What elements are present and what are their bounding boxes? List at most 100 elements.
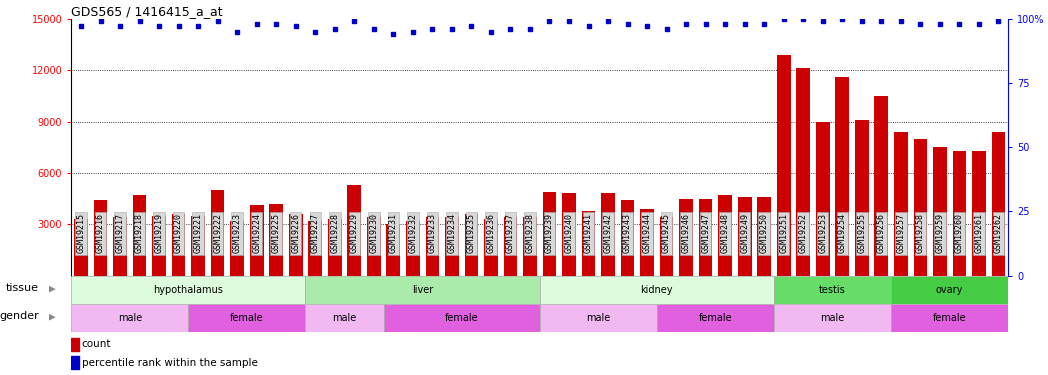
Text: GSM19258: GSM19258: [916, 213, 924, 253]
Text: GSM19224: GSM19224: [253, 213, 261, 253]
Bar: [305, 276, 540, 304]
Text: GSM19238: GSM19238: [525, 213, 534, 253]
Bar: [660, 217, 674, 276]
Bar: [973, 151, 986, 276]
Bar: [305, 304, 384, 332]
Text: GSM19234: GSM19234: [447, 213, 456, 253]
Text: GSM19229: GSM19229: [350, 213, 358, 253]
Text: testis: testis: [820, 285, 846, 295]
Bar: [192, 216, 205, 276]
Text: GSM19260: GSM19260: [955, 213, 964, 253]
Text: GSM19218: GSM19218: [135, 213, 144, 253]
Bar: [425, 217, 439, 276]
Text: GSM19254: GSM19254: [837, 213, 847, 253]
Bar: [384, 304, 540, 332]
Bar: [773, 276, 891, 304]
Text: ovary: ovary: [936, 285, 963, 295]
Bar: [211, 190, 224, 276]
Bar: [679, 199, 693, 276]
Text: GDS565 / 1416415_a_at: GDS565 / 1416415_a_at: [71, 4, 223, 18]
Bar: [367, 217, 380, 276]
Bar: [464, 214, 478, 276]
Text: GSM19219: GSM19219: [155, 213, 163, 253]
Bar: [874, 96, 888, 276]
Bar: [718, 195, 732, 276]
Bar: [738, 197, 751, 276]
Text: GSM19237: GSM19237: [506, 213, 515, 253]
Bar: [758, 197, 771, 276]
Bar: [933, 147, 946, 276]
Bar: [602, 194, 615, 276]
Bar: [835, 77, 849, 276]
Bar: [699, 199, 713, 276]
Bar: [914, 139, 927, 276]
Bar: [562, 194, 575, 276]
Text: GSM19262: GSM19262: [994, 213, 1003, 253]
Bar: [71, 338, 79, 351]
Bar: [953, 151, 966, 276]
Text: GSM19221: GSM19221: [194, 213, 202, 253]
Bar: [152, 216, 166, 276]
Text: male: male: [117, 313, 141, 323]
Text: GSM19220: GSM19220: [174, 213, 183, 253]
Bar: [540, 276, 773, 304]
Text: GSM19246: GSM19246: [681, 213, 691, 253]
Bar: [113, 217, 127, 276]
Text: GSM19231: GSM19231: [389, 213, 398, 253]
Bar: [777, 55, 790, 276]
Bar: [773, 304, 891, 332]
Bar: [504, 217, 518, 276]
Bar: [231, 221, 244, 276]
Bar: [93, 200, 107, 276]
Text: male: male: [586, 313, 610, 323]
Bar: [172, 214, 185, 276]
Text: GSM19255: GSM19255: [857, 213, 867, 253]
Bar: [540, 304, 657, 332]
Bar: [657, 304, 773, 332]
Text: GSM19251: GSM19251: [780, 213, 788, 253]
Bar: [523, 217, 537, 276]
Bar: [74, 219, 88, 276]
Text: GSM19217: GSM19217: [115, 213, 125, 253]
Text: GSM19252: GSM19252: [799, 213, 808, 253]
Bar: [855, 120, 869, 276]
Text: GSM19230: GSM19230: [369, 213, 378, 253]
Bar: [189, 304, 305, 332]
Text: percentile rank within the sample: percentile rank within the sample: [82, 358, 258, 368]
Bar: [640, 209, 654, 276]
Text: GSM19261: GSM19261: [975, 213, 983, 253]
Bar: [445, 217, 459, 276]
Text: female: female: [933, 313, 966, 323]
Text: GSM19253: GSM19253: [818, 213, 827, 253]
Bar: [796, 68, 810, 276]
Text: GSM19249: GSM19249: [740, 213, 749, 253]
Text: tissue: tissue: [6, 283, 39, 293]
Bar: [816, 122, 830, 276]
Text: GSM19242: GSM19242: [604, 213, 612, 253]
Bar: [620, 200, 634, 276]
Text: GSM19215: GSM19215: [77, 213, 86, 253]
Bar: [891, 276, 1008, 304]
Text: GSM19222: GSM19222: [213, 213, 222, 253]
Bar: [348, 185, 362, 276]
Text: GSM19235: GSM19235: [467, 213, 476, 253]
Text: male: male: [332, 313, 356, 323]
Bar: [249, 206, 263, 276]
Text: liver: liver: [412, 285, 433, 295]
Text: GSM19256: GSM19256: [877, 213, 886, 253]
Text: GSM19228: GSM19228: [330, 213, 340, 253]
Text: GSM19227: GSM19227: [311, 213, 320, 253]
Bar: [543, 192, 556, 276]
Bar: [269, 204, 283, 276]
Bar: [133, 195, 147, 276]
Text: female: female: [231, 313, 264, 323]
Bar: [894, 132, 908, 276]
Text: hypothalamus: hypothalamus: [153, 285, 223, 295]
Bar: [289, 214, 303, 276]
Text: GSM19223: GSM19223: [233, 213, 242, 253]
Text: female: female: [699, 313, 733, 323]
Text: GSM19257: GSM19257: [896, 213, 905, 253]
Text: GSM19259: GSM19259: [936, 213, 944, 253]
Bar: [991, 132, 1005, 276]
Bar: [582, 210, 595, 276]
